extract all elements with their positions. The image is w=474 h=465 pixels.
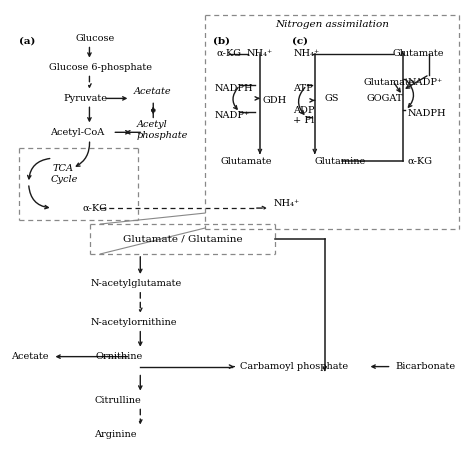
Text: Acetate: Acetate (11, 352, 48, 361)
Text: Nitrogen assimilation: Nitrogen assimilation (275, 20, 389, 29)
Text: Ornithine: Ornithine (95, 352, 143, 361)
Text: NADP⁺: NADP⁺ (408, 78, 443, 87)
Text: (c): (c) (292, 36, 308, 45)
Text: GDH: GDH (263, 96, 287, 105)
Text: Arginine: Arginine (94, 430, 137, 439)
Text: phosphate: phosphate (137, 131, 188, 140)
Text: Glutamate: Glutamate (392, 49, 444, 58)
Text: α-KG: α-KG (216, 49, 241, 58)
Text: NH₄⁺: NH₄⁺ (294, 49, 320, 58)
Text: α-KG: α-KG (408, 157, 432, 166)
Text: GOGAT: GOGAT (366, 94, 403, 103)
Text: Glutamate: Glutamate (220, 157, 272, 166)
Text: NH₄⁺: NH₄⁺ (274, 199, 300, 207)
Text: Glutamine: Glutamine (315, 157, 366, 166)
Text: Glucose 6-phosphate: Glucose 6-phosphate (48, 63, 152, 72)
Text: Glutamate / Glutamine: Glutamate / Glutamine (123, 234, 243, 244)
Text: N-acetylornithine: N-acetylornithine (91, 318, 177, 327)
Text: NADPH: NADPH (408, 109, 446, 118)
Text: + Pi: + Pi (293, 116, 314, 125)
Text: ATP: ATP (293, 84, 312, 93)
Text: Acetate: Acetate (133, 87, 171, 96)
Text: N-acetylglutamate: N-acetylglutamate (91, 279, 182, 288)
Text: Glutamate: Glutamate (364, 78, 415, 87)
Text: Pyruvate: Pyruvate (64, 94, 108, 103)
Text: NH₄⁺: NH₄⁺ (247, 49, 273, 58)
Text: Bicarbonate: Bicarbonate (395, 362, 456, 371)
Text: Citrulline: Citrulline (94, 396, 141, 405)
Text: ADP: ADP (293, 106, 314, 115)
Text: NADP⁺: NADP⁺ (215, 111, 250, 120)
Text: Carbamoyl phosphate: Carbamoyl phosphate (240, 362, 348, 371)
Text: Acetyl: Acetyl (137, 120, 167, 129)
Text: TCA: TCA (53, 164, 73, 173)
Text: α-KG: α-KG (82, 204, 108, 213)
Text: Glucose: Glucose (75, 34, 115, 43)
Text: NADPH: NADPH (215, 84, 254, 93)
Text: (b): (b) (213, 36, 230, 45)
Text: Cycle: Cycle (51, 175, 78, 184)
Text: (a): (a) (18, 36, 35, 45)
Text: GS: GS (325, 94, 339, 103)
Text: Acetyl-CoA: Acetyl-CoA (51, 128, 105, 137)
